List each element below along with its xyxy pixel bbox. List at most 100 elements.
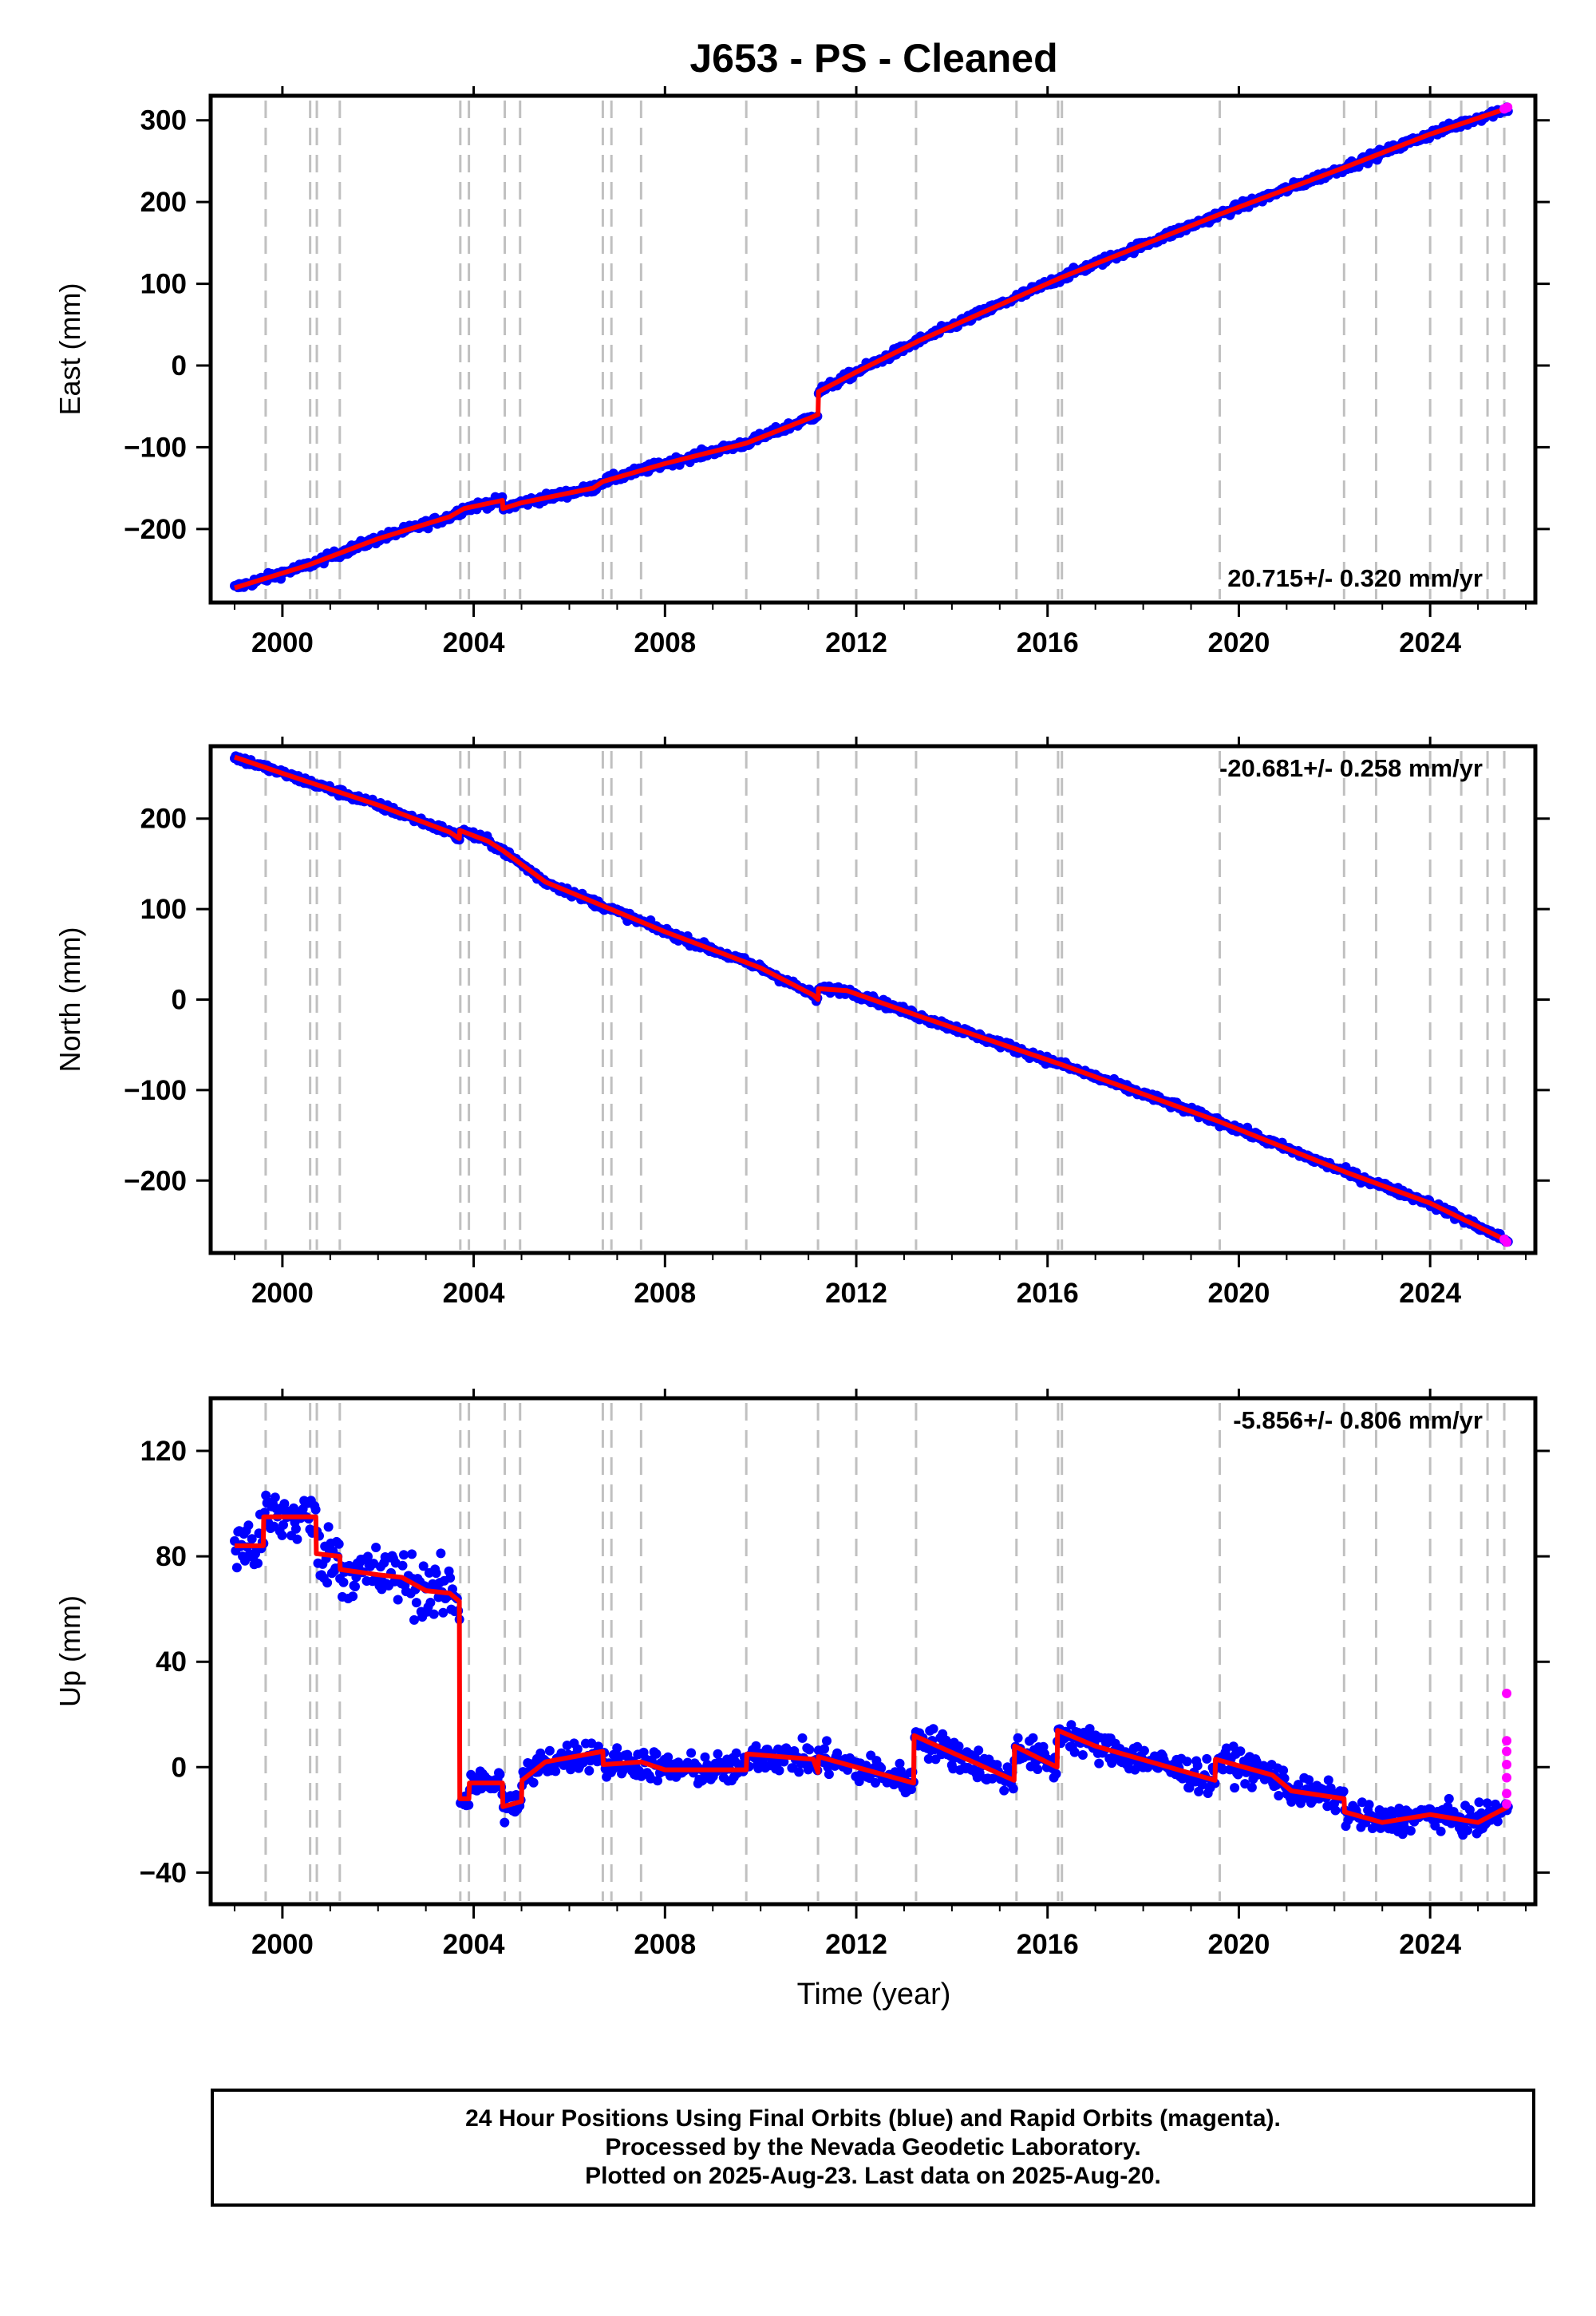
final-point [584,1765,595,1776]
final-point [928,1724,938,1734]
final-point [797,1733,808,1743]
final-point [731,1748,741,1758]
final-point [1364,1800,1374,1810]
final-point [544,1745,555,1756]
final-point [464,1800,474,1810]
final-point [1008,1784,1018,1794]
final-point [1182,1757,1192,1767]
final-point [999,1785,1009,1796]
y-tick-label: 200 [140,187,187,218]
final-point [1013,1733,1023,1743]
y-tick-label: −100 [124,432,187,463]
final-point [350,1582,360,1591]
final-point [425,1598,436,1607]
final-point [409,1614,419,1625]
final-point [429,1609,439,1619]
final-series [230,1490,1513,1840]
north-panel: 2000 2004 2008 2012 2016 2020 2024−200−1000100… [53,737,1550,1309]
x-tick-label: 2012 [825,1929,887,1960]
plot-frame [208,93,1538,605]
final-point [528,1777,539,1788]
y-tick-label: 100 [140,269,187,300]
final-point [794,1767,804,1777]
final-point [1139,1745,1149,1756]
final-point [292,1534,302,1544]
y-tick-label: 0 [172,350,187,381]
y-axis-label: East (mm) [53,283,86,416]
final-point [1338,1786,1349,1796]
rate-label: 20.715+/- 0.320 mm/yr [1227,564,1483,592]
rapid-point [1502,1746,1512,1757]
final-point [338,1577,349,1587]
final-point [1235,1746,1246,1757]
footer-line-1: 24 Hour Positions Using Final Orbits (bl… [465,2105,1281,2132]
final-point [371,1543,381,1552]
x-tick-label: 2012 [825,627,887,658]
final-point [651,1749,662,1759]
east-panel: 2000 2004 2008 2012 2016 2020 2024 −200 −100 0 100… [53,86,1550,658]
final-point [822,1736,832,1746]
plot-frame [208,1396,1538,1907]
model-line [234,105,1509,591]
y-tick-label: 0 [172,1752,187,1783]
final-point [500,1817,510,1828]
y-tick-label: 120 [140,1436,187,1467]
final-point [397,1560,408,1571]
final-point [1192,1761,1203,1771]
final-point [334,1539,344,1549]
final-point [774,1765,784,1776]
x-tick-label: 2008 [634,1929,696,1960]
final-point [1033,1765,1043,1774]
rapid-point [1503,102,1513,113]
footer-line-3: Plotted on 2025-Aug-23. Last data on 202… [585,2163,1161,2189]
y-tick-label: 80 [156,1541,187,1572]
final-point [804,1745,815,1755]
y-tick-label: 300 [140,105,187,136]
final-point [277,1530,287,1540]
y-tick-label: 40 [156,1646,187,1678]
y-tick-label: −40 [140,1857,187,1888]
final-point [974,1745,984,1756]
x-tick-label: 2004 [443,627,505,658]
final-point [1202,1753,1212,1764]
final-point [431,1568,441,1579]
final-point [686,1748,697,1758]
y-axis-label: Up (mm) [53,1595,86,1707]
rapid-point [1502,1799,1512,1809]
final-point [1444,1793,1454,1804]
final-point [1069,1747,1080,1757]
x-tick-label: 2008 [634,627,696,658]
final-point [348,1591,358,1602]
rapid-point [1502,1688,1512,1698]
final-point [612,1743,622,1753]
final-point [495,1769,505,1780]
final-point [1028,1733,1038,1743]
final-point [253,1558,263,1568]
final-point [323,1522,334,1532]
x-tick-label: 2024 [1399,627,1461,658]
final-point [436,1548,446,1559]
page-title: J653 - PS - Cleaned [689,36,1058,81]
x-tick-label: 2004 [443,1929,505,1960]
final-point [243,1520,254,1531]
final-point [1330,1805,1341,1816]
final-point [954,1741,964,1752]
rapid-point [1502,1759,1512,1769]
x-axis-label: Time (year) [796,1978,951,2011]
rapid-point [1502,1736,1512,1746]
final-point [290,1524,301,1534]
x-tick-label: 2016 [1017,1929,1079,1960]
final-point [310,1504,321,1515]
x-tick-label: 2000 [251,1929,314,1960]
final-point [270,1492,280,1503]
y-tick-label: −200 [124,514,187,545]
final-point [824,1769,834,1780]
rapid-point [1502,1773,1512,1783]
rapid-point [1502,1788,1512,1799]
final-point [1405,1826,1416,1836]
x-tick-label: 2024 [1399,1929,1461,1960]
final-point [713,1749,723,1759]
x-tick-label: 2020 [1208,1929,1270,1960]
final-point [1274,1791,1284,1800]
rate-label: -5.856+/- 0.806 mm/yr [1233,1406,1483,1434]
